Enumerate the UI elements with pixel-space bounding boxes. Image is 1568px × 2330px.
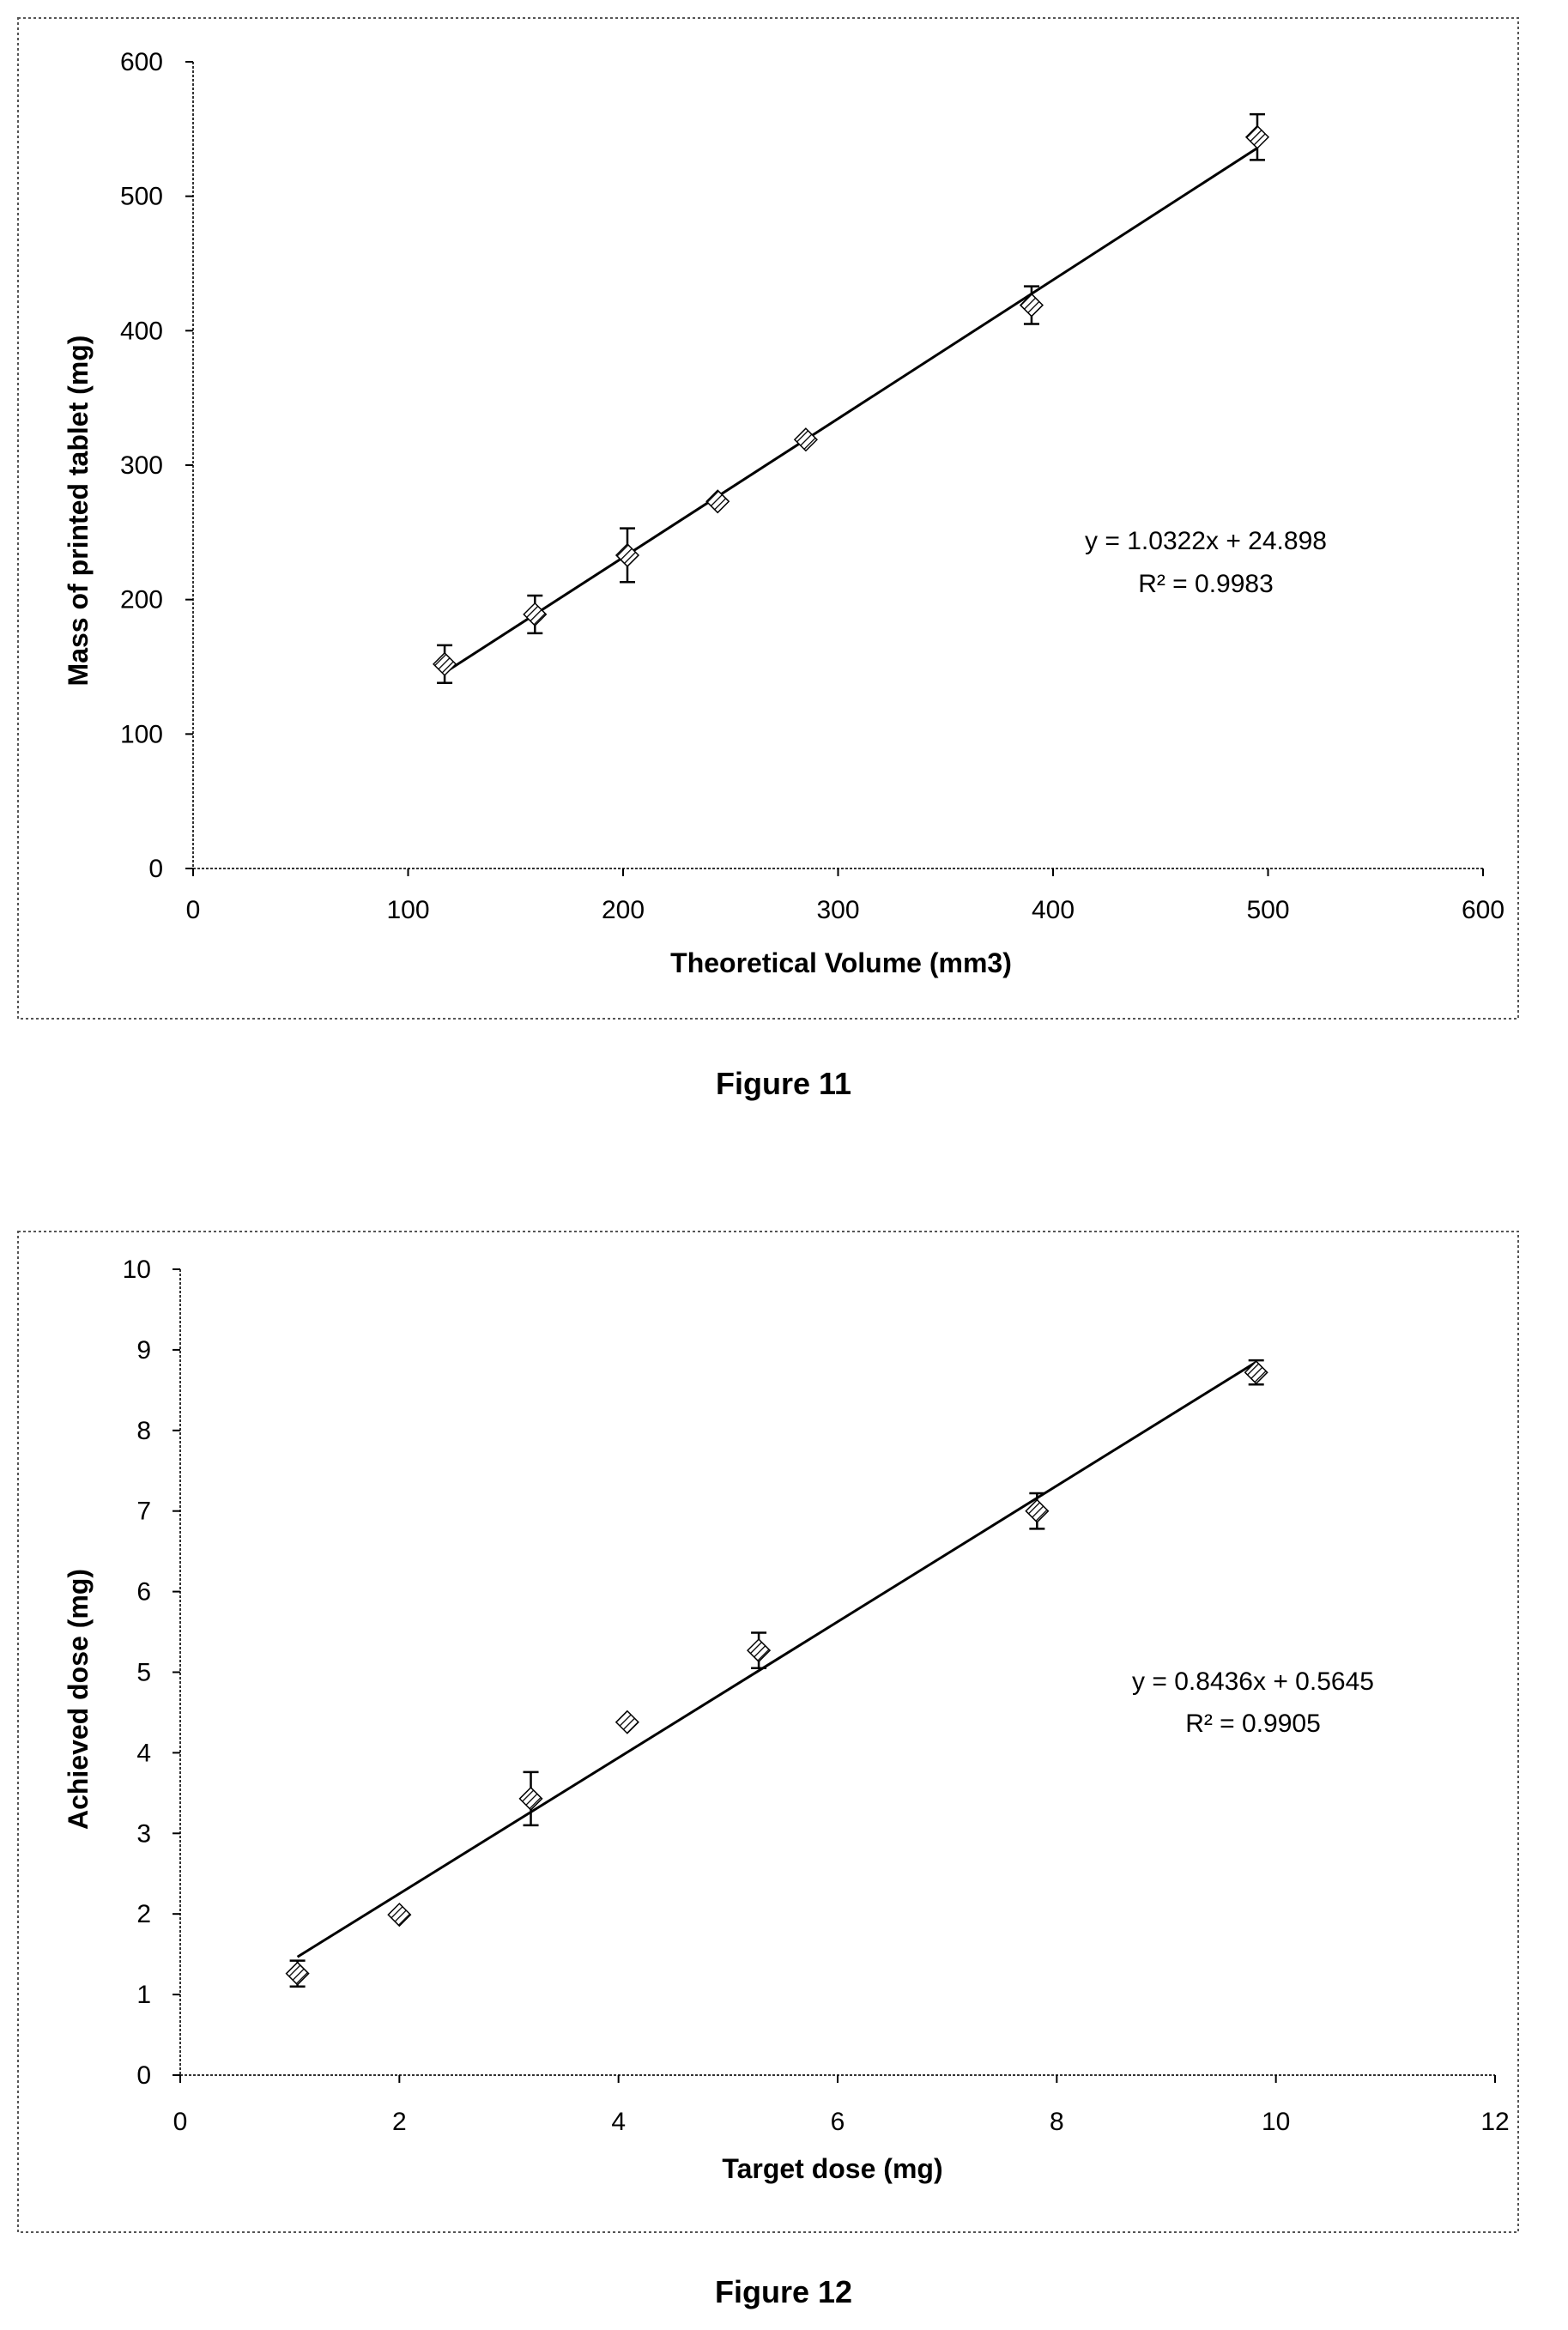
x-tick-label: 100: [386, 896, 429, 924]
x-tick-label: 4: [611, 2108, 626, 2136]
data-point: [1244, 124, 1270, 149]
data-point: [285, 1961, 310, 1986]
data-point: [518, 1786, 543, 1811]
x-tick-label: 400: [1032, 896, 1075, 924]
data-point: [433, 651, 457, 676]
x-tick-label: 0: [186, 896, 201, 924]
x-tick-label: 10: [1262, 2108, 1290, 2136]
y-tick-label: 4: [136, 1739, 151, 1767]
data-point: [614, 542, 640, 568]
data-point: [705, 489, 730, 514]
x-tick-label: 12: [1480, 2108, 1509, 2136]
y-tick-label: 3: [136, 1819, 151, 1848]
data-point: [387, 1903, 412, 1928]
trendline-equation: y = 1.0322x + 24.898: [1085, 527, 1327, 555]
y-tick-label: 400: [120, 317, 163, 345]
x-tick-label: 0: [173, 2108, 188, 2136]
y-tick-label: 2: [136, 1900, 151, 1928]
plot-area: 0 100 200 300 400 500 600 0 100 200 300 400 500 600: [120, 48, 1504, 924]
x-tick-label: 200: [602, 896, 645, 924]
data-point: [747, 1638, 772, 1663]
y-tick-label: 1: [136, 1981, 151, 2009]
axis-title-x: Theoretical Volume (mm3): [670, 947, 1012, 978]
y-tick-label: 0: [148, 855, 163, 883]
figure-caption: Figure 11: [716, 1066, 851, 1101]
r-squared-label: R² = 0.9905: [1185, 1710, 1321, 1738]
data-point: [793, 427, 818, 452]
x-tick-label: 300: [816, 896, 859, 924]
trendline-equation: y = 0.8436x + 0.5645: [1132, 1667, 1374, 1696]
figure-caption: Figure 12: [715, 2274, 852, 2309]
y-tick-label: 200: [120, 586, 163, 614]
trendline: [296, 1360, 1257, 1958]
data-point: [1019, 293, 1044, 318]
x-tick-label: 500: [1246, 896, 1289, 924]
x-tick-label: 600: [1462, 896, 1504, 924]
axis-title-x: Target dose (mg): [722, 2153, 942, 2184]
chart-frame: [17, 17, 1519, 1020]
y-tick-label: 10: [123, 1256, 151, 1284]
y-tick-label: 600: [120, 48, 163, 76]
x-tick-label: 8: [1050, 2108, 1064, 2136]
data-point: [614, 1710, 639, 1734]
y-tick-label: 300: [120, 451, 163, 480]
y-tick-label: 500: [120, 183, 163, 211]
y-tick-label: 9: [136, 1336, 151, 1365]
data-point: [1244, 1360, 1268, 1385]
axis-title-y: Mass of printed tablet (mg): [63, 336, 94, 687]
chart-frame: [17, 1231, 1519, 2233]
data-point: [523, 602, 548, 626]
y-tick-label: 5: [136, 1659, 151, 1687]
x-tick-label: 2: [392, 2108, 407, 2136]
figure-11: 0 100 200 300 400 500 600 0 100 200 300 400 500 600 M…: [17, 17, 1519, 1101]
x-tick-label: 6: [831, 2108, 845, 2136]
y-tick-label: 8: [136, 1417, 151, 1445]
y-tick-label: 6: [136, 1578, 151, 1607]
y-tick-label: 0: [136, 2061, 151, 2090]
y-tick-label: 100: [120, 720, 163, 748]
trendline: [444, 147, 1258, 675]
data-point: [1025, 1498, 1050, 1523]
y-tick-label: 7: [136, 1498, 151, 1526]
r-squared-label: R² = 0.9983: [1138, 570, 1274, 598]
axis-title-y: Achieved dose (mg): [63, 1569, 94, 1830]
